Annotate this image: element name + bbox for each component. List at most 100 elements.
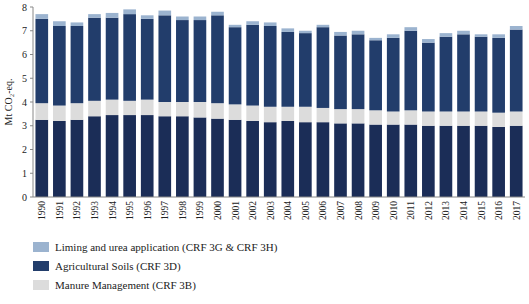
bar-segment <box>317 25 330 27</box>
bars <box>35 9 522 197</box>
x-tick-label: 2017 <box>512 201 522 220</box>
y-tick-label: 4 <box>22 97 27 108</box>
bar-segment <box>387 34 400 38</box>
x-tick-label: 2001 <box>231 201 241 220</box>
bar-segment <box>510 30 523 112</box>
bar-segment <box>369 38 382 40</box>
x-tick-label: 2002 <box>248 201 258 220</box>
bar-segment <box>387 112 400 125</box>
bar-segment <box>53 21 66 26</box>
bar-segment <box>176 17 189 21</box>
x-tick-label: 1995 <box>125 201 135 220</box>
bar-segment <box>158 102 171 116</box>
bar-segment <box>194 117 207 197</box>
bar-segment <box>141 15 154 19</box>
bar-segment <box>317 27 330 108</box>
x-tick-label: 2005 <box>301 201 311 220</box>
bar-segment <box>211 103 224 118</box>
bar-segment <box>229 104 242 119</box>
bar-segment <box>106 115 119 197</box>
bar-segment <box>53 106 66 121</box>
bar-segment <box>475 34 488 36</box>
bar-segment <box>440 112 453 126</box>
x-tick-label: 1990 <box>37 201 47 220</box>
bar-segment <box>404 31 417 111</box>
bar-segment <box>229 120 242 197</box>
bar-segment <box>299 122 312 197</box>
bar-segment <box>53 121 66 197</box>
bar-segment <box>229 25 242 27</box>
bar-segment <box>106 13 119 18</box>
x-tick-label: 2014 <box>459 201 469 220</box>
bar-segment <box>264 122 277 197</box>
bar-segment <box>492 38 505 113</box>
legend-label: Liming and urea application (CRF 3G & CR… <box>55 241 278 254</box>
bar-segment <box>422 112 435 126</box>
bar-segment <box>352 31 365 35</box>
bar-segment <box>71 120 84 197</box>
bar-segment <box>35 103 48 120</box>
y-tick-label: 8 <box>22 2 27 13</box>
bar-segment <box>440 37 453 112</box>
x-tick-label: 2015 <box>477 201 487 220</box>
bar-segment <box>457 112 470 126</box>
bar-segment <box>229 27 242 104</box>
bar-segment <box>194 20 207 102</box>
legend-label: Agricultural Soils (CRF 3D) <box>55 260 181 273</box>
legend-swatch <box>33 261 49 271</box>
bar-segment <box>176 20 189 102</box>
x-tick-label: 1997 <box>160 201 170 220</box>
bar-segment <box>141 115 154 197</box>
bar-segment <box>510 126 523 197</box>
bar-segment <box>475 37 488 112</box>
bar-segment <box>475 126 488 197</box>
bar-segment <box>352 123 365 197</box>
bar-segment <box>510 26 523 30</box>
x-tick-label: 1999 <box>195 201 205 220</box>
bar-segment <box>88 116 101 197</box>
bar-segment <box>334 109 347 123</box>
bar-segment <box>422 43 435 112</box>
bar-segment <box>246 121 259 197</box>
bar-segment <box>457 126 470 197</box>
bar-segment <box>211 12 224 16</box>
x-tick-label: 2000 <box>213 201 223 220</box>
bar-segment <box>71 22 84 26</box>
bar-segment <box>404 27 417 31</box>
bar-segment <box>422 39 435 43</box>
bar-segment <box>264 26 277 107</box>
y-tick-label: 1 <box>22 168 27 179</box>
bar-segment <box>35 19 48 103</box>
x-tick-label: 1992 <box>72 201 82 220</box>
bar-segment <box>211 15 224 103</box>
bar-segment <box>387 125 400 197</box>
bar-segment <box>106 18 119 100</box>
bar-segment <box>141 100 154 115</box>
x-tick-label: 2003 <box>266 201 276 220</box>
bar-segment <box>281 107 294 121</box>
y-tick-label: 6 <box>22 49 27 60</box>
bar-segment <box>88 18 101 101</box>
bar-segment <box>281 28 294 32</box>
bar-segment <box>88 101 101 116</box>
bar-segment <box>281 121 294 197</box>
bar-segment <box>88 14 101 18</box>
y-tick-label: 2 <box>22 144 27 155</box>
bar-segment <box>334 32 347 36</box>
bar-segment <box>123 115 136 197</box>
bar-segment <box>123 9 136 14</box>
bar-segment <box>492 113 505 127</box>
bar-segment <box>299 107 312 122</box>
bar-segment <box>176 102 189 116</box>
bar-segment <box>492 34 505 38</box>
bar-segment <box>492 127 505 197</box>
x-tick-label: 2011 <box>406 201 416 220</box>
x-tick-label: 1993 <box>90 201 100 220</box>
y-axis <box>33 7 34 197</box>
legend-swatch <box>33 242 49 252</box>
bar-segment <box>352 34 365 109</box>
bar-segment <box>53 26 66 106</box>
bar-segment <box>317 108 330 122</box>
x-tick-label: 1998 <box>178 201 188 220</box>
x-tick-label: 1991 <box>55 201 65 220</box>
